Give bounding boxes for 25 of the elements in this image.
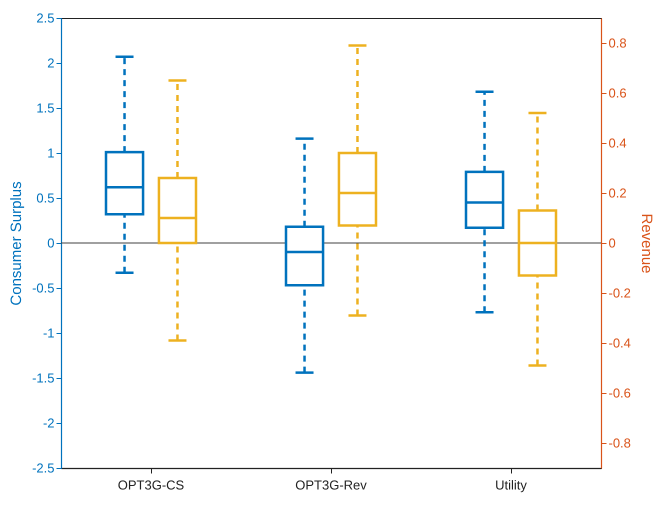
y-tick-label: -2.5 bbox=[32, 460, 54, 476]
y-tick-label: 1 bbox=[47, 146, 54, 160]
y-tick-label: 0 bbox=[47, 236, 54, 250]
y-tick-label: 2.5 bbox=[36, 10, 54, 26]
x-tick-label: Utility bbox=[495, 478, 528, 492]
y-tick-label: 0.5 bbox=[36, 190, 54, 206]
y-axis-title: Consumer Surplus bbox=[8, 181, 26, 306]
x-tick-label: OPT3G-CS bbox=[118, 478, 185, 492]
y-tick-label: -1.5 bbox=[32, 370, 54, 386]
y-tick-label: -2 bbox=[42, 416, 54, 430]
y-tick-label: -0.5 bbox=[32, 280, 54, 296]
y2-axis-title: Revenue bbox=[638, 213, 655, 274]
y2-tick-label: 0 bbox=[608, 236, 616, 250]
y2-tick-label: -0.2 bbox=[608, 286, 631, 300]
y2-tick-label: 0.4 bbox=[608, 136, 627, 150]
y-tick-label: 2 bbox=[47, 56, 54, 70]
y2-tick-label: 0.2 bbox=[608, 186, 627, 200]
y-tick-label: 1.5 bbox=[36, 100, 54, 116]
y2-tick-label: -0.4 bbox=[608, 336, 631, 350]
y2-tick-label: 0.6 bbox=[608, 86, 627, 100]
y-tick-label: -1 bbox=[42, 326, 54, 340]
y2-tick-label: 0.8 bbox=[608, 36, 627, 50]
y2-tick-label: -0.6 bbox=[608, 386, 631, 400]
x-tick-label: OPT3G-Rev bbox=[295, 478, 368, 492]
y2-tick-label: -0.8 bbox=[608, 436, 631, 450]
